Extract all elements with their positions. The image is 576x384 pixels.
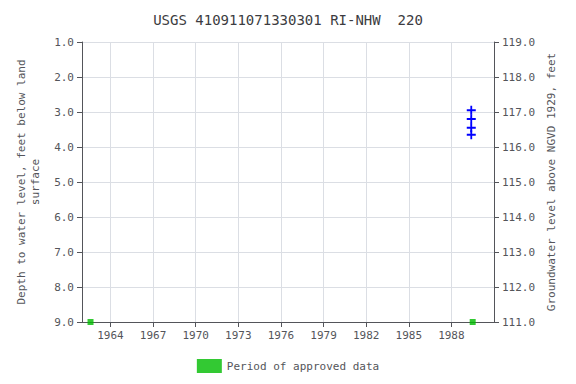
svg-text:117.0: 117.0 bbox=[502, 106, 535, 119]
svg-text:116.0: 116.0 bbox=[502, 141, 535, 154]
svg-text:1967: 1967 bbox=[140, 329, 167, 342]
svg-text:112.0: 112.0 bbox=[502, 281, 535, 294]
svg-text:8.0: 8.0 bbox=[54, 281, 74, 294]
svg-text:6.0: 6.0 bbox=[54, 211, 74, 224]
svg-text:Groundwater level above NGVD 1: Groundwater level above NGVD 1929, feet bbox=[545, 53, 558, 311]
svg-text:1973: 1973 bbox=[225, 329, 252, 342]
svg-text:1979: 1979 bbox=[310, 329, 337, 342]
svg-text:Period of approved data: Period of approved data bbox=[227, 360, 379, 373]
svg-text:114.0: 114.0 bbox=[502, 211, 535, 224]
svg-text:1985: 1985 bbox=[396, 329, 423, 342]
svg-text:115.0: 115.0 bbox=[502, 176, 535, 189]
svg-text:surface: surface bbox=[29, 159, 42, 205]
svg-text:2.0: 2.0 bbox=[54, 71, 74, 84]
svg-text:9.0: 9.0 bbox=[54, 316, 74, 329]
svg-text:1982: 1982 bbox=[353, 329, 380, 342]
svg-text:119.0: 119.0 bbox=[502, 36, 535, 49]
svg-text:1970: 1970 bbox=[182, 329, 209, 342]
svg-text:1976: 1976 bbox=[268, 329, 295, 342]
svg-text:USGS 410911071330301 RI-NHW 2: USGS 410911071330301 RI-NHW 220 bbox=[153, 12, 423, 28]
svg-text:5.0: 5.0 bbox=[54, 176, 74, 189]
svg-text:7.0: 7.0 bbox=[54, 246, 74, 259]
svg-text:3.0: 3.0 bbox=[54, 106, 74, 119]
svg-text:1988: 1988 bbox=[438, 329, 465, 342]
svg-text:113.0: 113.0 bbox=[502, 246, 535, 259]
svg-text:111.0: 111.0 bbox=[502, 316, 535, 329]
svg-text:118.0: 118.0 bbox=[502, 71, 535, 84]
svg-text:1.0: 1.0 bbox=[54, 36, 74, 49]
svg-text:1964: 1964 bbox=[97, 329, 124, 342]
svg-text:4.0: 4.0 bbox=[54, 141, 74, 154]
svg-text:Depth to water level, feet bel: Depth to water level, feet below land bbox=[15, 59, 28, 304]
